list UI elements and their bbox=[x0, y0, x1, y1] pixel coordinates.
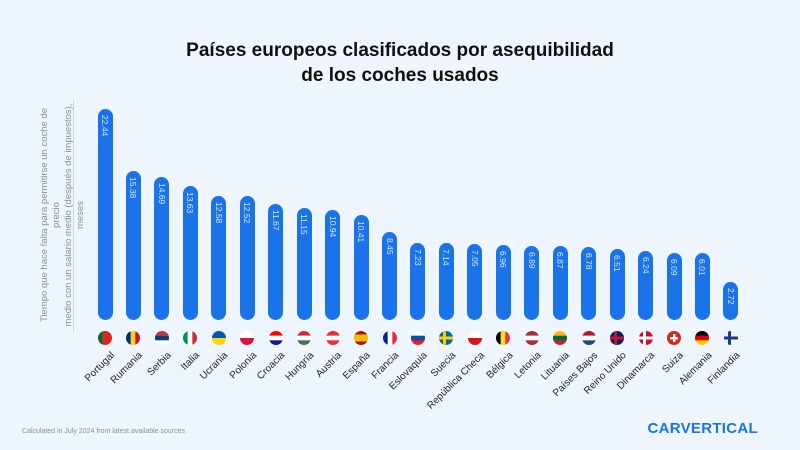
slovakia-flag-icon bbox=[410, 331, 425, 345]
x-tick-label: Italia bbox=[179, 350, 203, 373]
bar: 15.38 bbox=[125, 171, 141, 320]
chart-title-line-2: de los coches usados bbox=[301, 65, 499, 86]
x-tick-label: España bbox=[341, 350, 373, 382]
lithuania-flag-icon bbox=[553, 331, 568, 345]
czech-flag-icon bbox=[467, 331, 482, 345]
x-tick-label: Serbia bbox=[145, 350, 174, 379]
x-tick-label: Austria bbox=[314, 350, 345, 380]
switzerland-flag-icon bbox=[667, 331, 681, 345]
uk-flag-icon bbox=[610, 331, 625, 345]
x-tick-label: Bélgica bbox=[484, 350, 516, 381]
portugal-flag-icon bbox=[98, 331, 112, 345]
data-label: 7.14 bbox=[441, 249, 452, 266]
x-tick-label: Letonia bbox=[512, 350, 544, 381]
bar: 6.51 bbox=[609, 248, 625, 320]
poland-flag-icon bbox=[240, 331, 255, 345]
chart-title-line-1: Países europeos clasificados por asequib… bbox=[186, 40, 614, 61]
data-label: 6.96 bbox=[498, 250, 509, 268]
latvia-flag-icon bbox=[524, 331, 539, 345]
data-label: 7.23 bbox=[412, 248, 423, 266]
data-label: 6.51 bbox=[612, 254, 623, 272]
chart-title: Países europeos clasificados por asequib… bbox=[0, 38, 800, 88]
bar: 12.52 bbox=[239, 196, 255, 320]
bar: 14.69 bbox=[154, 177, 170, 320]
bar: 6.87 bbox=[552, 245, 568, 320]
bar: 12.58 bbox=[211, 195, 227, 320]
italy-flag-icon bbox=[183, 331, 198, 345]
data-label: 6.09 bbox=[669, 258, 679, 276]
footnote: Calculated in July 2024 from latest avai… bbox=[22, 428, 186, 435]
bar: 6.89 bbox=[524, 245, 540, 320]
bar: 6.01 bbox=[694, 253, 710, 320]
y-axis-line bbox=[73, 100, 74, 332]
denmark-flag-icon bbox=[638, 331, 653, 345]
data-label: 11.15 bbox=[299, 214, 310, 235]
bar: 7.14 bbox=[438, 243, 454, 320]
data-label: 11.67 bbox=[270, 209, 281, 231]
data-label: 7.05 bbox=[469, 250, 480, 267]
data-label: 6.89 bbox=[526, 251, 537, 269]
data-label: 12.58 bbox=[213, 201, 224, 223]
data-label: 10.94 bbox=[327, 216, 338, 238]
data-label: 13.63 bbox=[185, 192, 196, 214]
croatia-flag-icon bbox=[268, 331, 283, 345]
x-tick-label: Polonia bbox=[227, 350, 260, 382]
hungary-flag-icon bbox=[297, 331, 312, 345]
data-label: 14.69 bbox=[156, 183, 167, 205]
data-label: 6.01 bbox=[697, 259, 708, 276]
spain-flag-icon bbox=[354, 331, 369, 345]
x-tick-label: Suiza bbox=[660, 350, 686, 376]
bar: 6.09 bbox=[666, 252, 682, 320]
data-label: 6.24 bbox=[640, 257, 651, 274]
data-label: 12.52 bbox=[242, 202, 253, 224]
france-flag-icon bbox=[382, 331, 397, 345]
x-tick-label: Ucrania bbox=[198, 350, 231, 383]
data-label: 2.72 bbox=[725, 288, 736, 305]
bar: 7.05 bbox=[467, 244, 483, 320]
finland-flag-icon bbox=[723, 331, 738, 345]
belgium-flag-icon bbox=[496, 331, 511, 345]
bar: 6.78 bbox=[581, 246, 597, 320]
netherlands-flag-icon bbox=[581, 331, 596, 345]
bar: 22.44 bbox=[97, 109, 113, 320]
data-label: 6.78 bbox=[583, 252, 594, 270]
bar: 11.67 bbox=[268, 203, 284, 320]
bar: 7.23 bbox=[410, 242, 426, 320]
data-label: 8.45 bbox=[384, 237, 395, 255]
x-tick-label: Croacia bbox=[255, 350, 288, 383]
data-label: 22.44 bbox=[100, 115, 110, 137]
x-tick-label: Hungría bbox=[282, 350, 316, 383]
bar: 2.72 bbox=[723, 282, 739, 320]
bar: 8.45 bbox=[382, 231, 397, 320]
bar: 6.96 bbox=[495, 244, 511, 320]
romania-flag-icon bbox=[126, 331, 141, 345]
ukraine-flag-icon bbox=[211, 331, 226, 345]
bar: 10.94 bbox=[325, 210, 341, 320]
germany-flag-icon bbox=[695, 331, 710, 345]
bar: 6.24 bbox=[638, 251, 654, 320]
bar: 11.15 bbox=[296, 208, 312, 320]
data-label: 10.41 bbox=[356, 220, 367, 242]
carvertical-logo: CARVERTICAL bbox=[647, 420, 758, 437]
data-label: 15.38 bbox=[128, 177, 139, 199]
data-label: 6.87 bbox=[555, 251, 566, 269]
serbia-flag-icon bbox=[154, 331, 169, 345]
sweden-flag-icon bbox=[439, 331, 454, 345]
austria-flag-icon bbox=[325, 331, 340, 345]
bar: 13.63 bbox=[182, 186, 198, 320]
bar: 10.41 bbox=[353, 214, 369, 320]
